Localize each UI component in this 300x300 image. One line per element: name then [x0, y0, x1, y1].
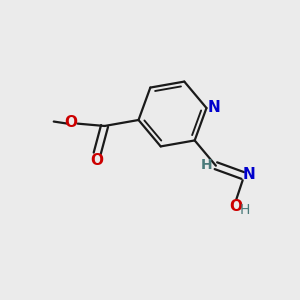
- Text: O: O: [230, 199, 243, 214]
- Text: N: N: [243, 167, 256, 182]
- Text: O: O: [91, 153, 104, 168]
- Text: N: N: [208, 100, 220, 115]
- Text: H: H: [240, 203, 250, 217]
- Text: O: O: [64, 115, 78, 130]
- Text: H: H: [200, 158, 212, 172]
